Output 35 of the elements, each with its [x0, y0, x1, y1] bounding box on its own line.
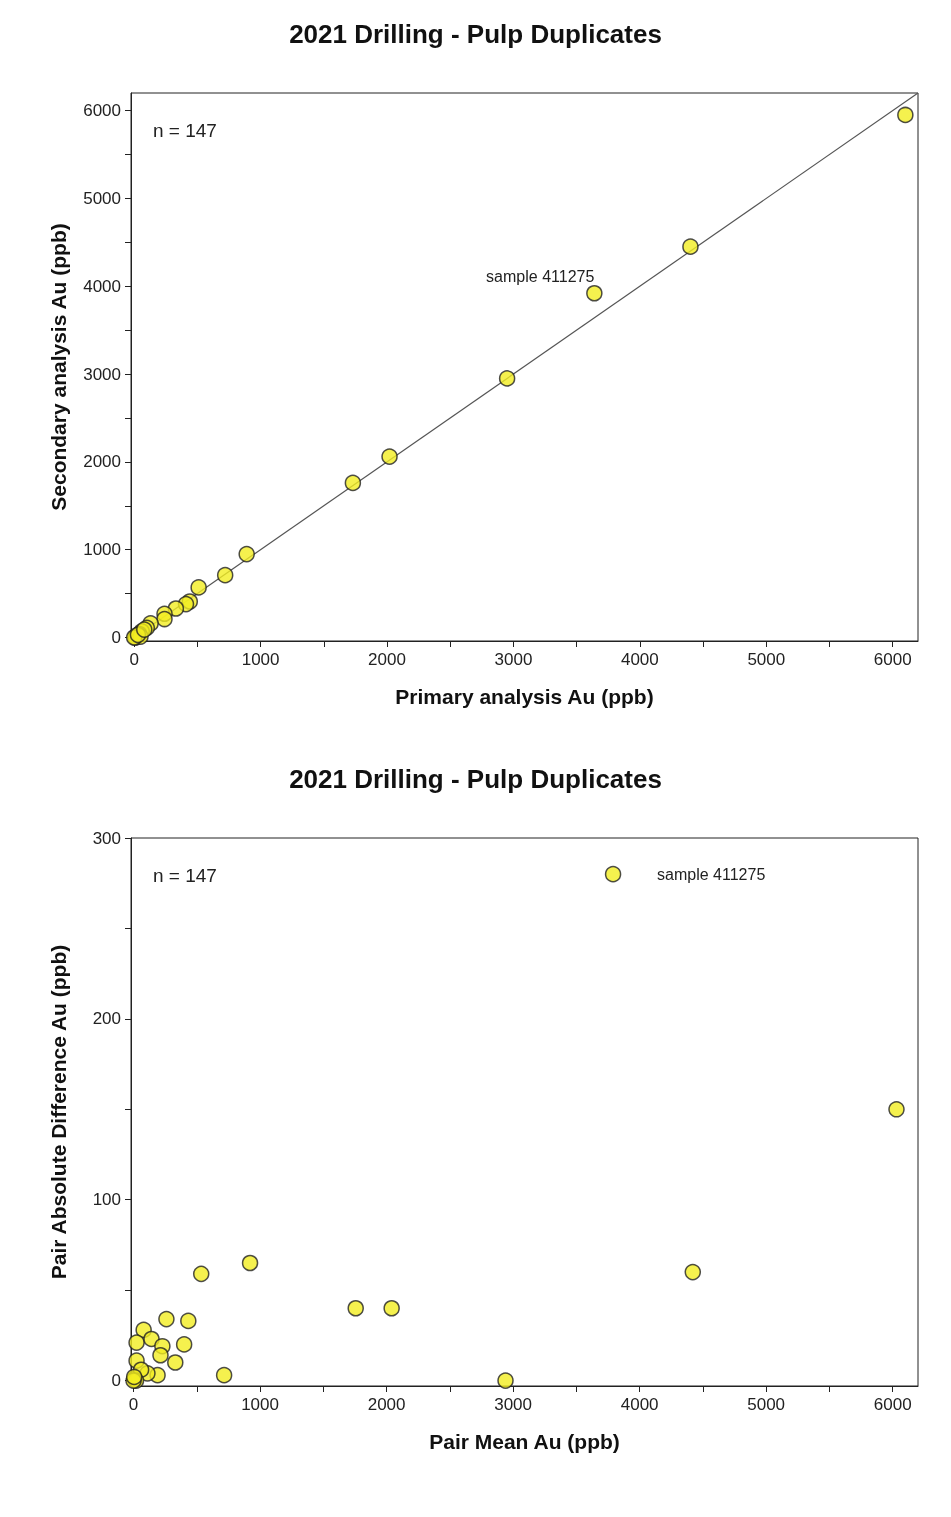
x-tick-label: 1000: [241, 650, 280, 669]
x-tick-label: 4000: [620, 1395, 659, 1414]
x-tick-label: 0: [129, 650, 139, 669]
x-tick-label: 3000: [494, 1395, 533, 1414]
y-tick-label: 0: [111, 1371, 121, 1391]
y-tick-label: 4000: [83, 276, 121, 296]
x-tick-label: 2000: [368, 650, 406, 669]
y-tick-label: 1000: [83, 540, 121, 560]
y-tick-label: 2000: [83, 452, 121, 472]
x-tick-label: 1000: [241, 1395, 279, 1414]
x-tick-label: 2000: [367, 1395, 406, 1414]
x-tick-label: 6000: [873, 650, 912, 669]
x-axis-title: Pair Mean Au (ppb): [429, 1430, 620, 1453]
x-tick-label: 5000: [747, 1395, 786, 1414]
chart-title: 2021 Drilling - Pulp Duplicates: [289, 19, 662, 49]
annotation: sample 411275: [486, 267, 595, 285]
y-tick-label: 100: [92, 1190, 121, 1210]
y-tick-label: 200: [92, 1009, 121, 1029]
annotation: n = 147: [153, 865, 217, 886]
x-tick-label: 3000: [494, 650, 533, 669]
y-axis-title: Pair Absolute Difference Au (ppb): [47, 944, 70, 1280]
y-tick-label: 300: [92, 828, 121, 848]
x-tick-label: 0: [128, 1395, 139, 1414]
annotation: sample 411275: [657, 865, 766, 883]
y-tick-label: 3000: [83, 364, 121, 384]
y-tick-label: 0: [111, 627, 121, 647]
x-tick-label: 5000: [747, 650, 786, 669]
y-tick-label: 5000: [83, 188, 121, 208]
y-axis-title: Secondary analysis Au (ppb): [47, 223, 70, 511]
chart-title: 2021 Drilling - Pulp Duplicates: [289, 764, 662, 794]
x-tick-label: 6000: [873, 1395, 912, 1414]
y-tick-label: 6000: [83, 101, 121, 121]
x-tick-label: 4000: [620, 650, 659, 669]
x-axis-title: Primary analysis Au (ppb): [395, 685, 654, 708]
annotation: n = 147: [153, 120, 217, 141]
